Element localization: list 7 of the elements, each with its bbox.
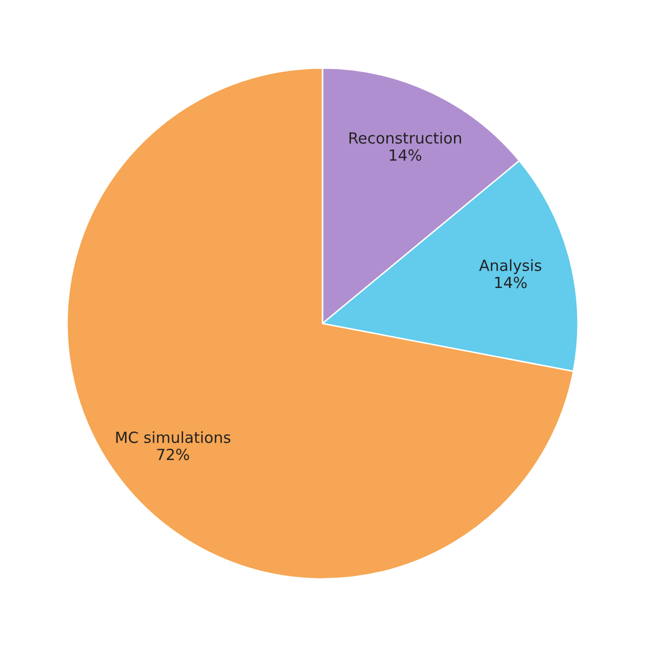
data-label: 14% xyxy=(390,149,422,161)
data-label: 72% xyxy=(157,448,190,460)
slice-label: Reconstruction xyxy=(349,132,462,144)
pie-slice xyxy=(66,67,574,580)
slice-label: MC simulations xyxy=(116,431,230,444)
data-label: 14% xyxy=(495,276,527,288)
slice-label: Analysis xyxy=(479,259,542,274)
